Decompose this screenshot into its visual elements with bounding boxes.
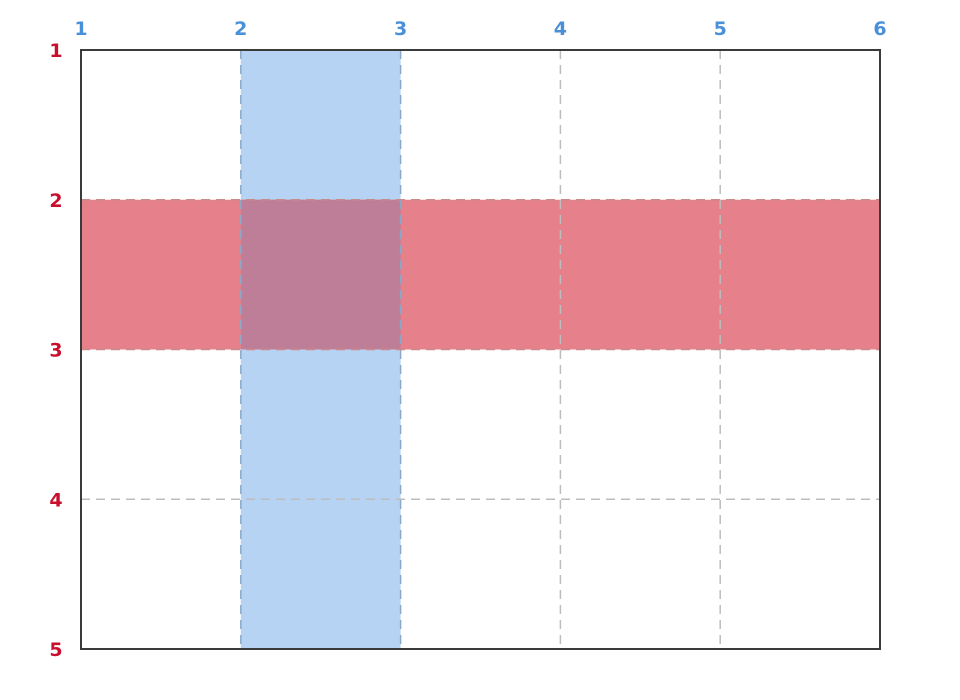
- column-line-label: 6: [873, 18, 886, 40]
- row-line-label: 5: [49, 639, 62, 661]
- grid-frame: [80, 49, 881, 650]
- row-line-labels: 1 2 3 4 5: [49, 40, 62, 661]
- column-line-label: 4: [554, 18, 567, 40]
- column-line-label: 1: [74, 18, 87, 40]
- row-line-label: 1: [49, 40, 62, 62]
- column-line-label: 2: [234, 18, 247, 40]
- row-line-label: 2: [49, 190, 62, 212]
- row-line-label: 4: [49, 489, 62, 511]
- highlighted-row-area: [81, 199, 880, 350]
- overlap-cell: [240, 199, 401, 350]
- grid-lines: [81, 50, 880, 649]
- column-line-labels: 1 2 3 4 5 6: [74, 18, 886, 40]
- column-line-label: 5: [714, 18, 727, 40]
- column-line-label: 3: [394, 18, 407, 40]
- row-line-label: 3: [49, 340, 62, 362]
